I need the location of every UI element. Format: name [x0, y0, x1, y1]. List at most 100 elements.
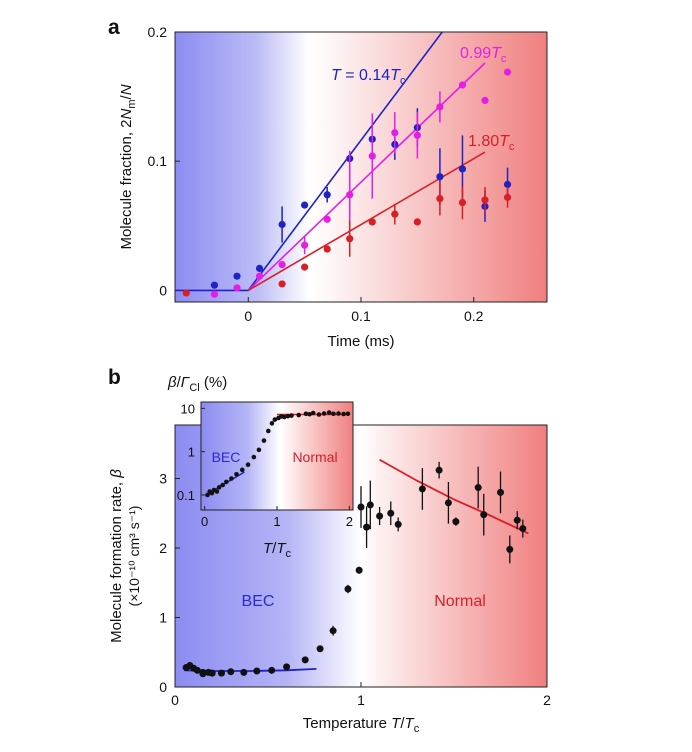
panel-b-data-point	[357, 503, 365, 511]
inset-data-point	[245, 462, 251, 467]
panel-a-y-tick-label: 0.1	[148, 153, 168, 169]
panel-a-x-axis-label: Time (ms)	[328, 333, 395, 350]
panel-b-data-point	[366, 501, 374, 509]
inset-data-point	[345, 411, 351, 417]
inset-region-label-bec: BEC	[212, 449, 241, 465]
inset-y-tick-label: 10	[181, 401, 195, 416]
panel-b-data-point	[329, 627, 337, 635]
inset-data-point	[336, 411, 341, 416]
panel-a-data-point	[210, 290, 219, 298]
panel-b-data-points	[182, 461, 527, 678]
panel-b-axes: 0 1 2 0 1 2 3	[159, 424, 551, 708]
panel-a-data-points	[182, 68, 512, 298]
inset-x-axis-label: T/Tc	[263, 540, 292, 560]
inset-data-point	[224, 479, 229, 485]
panel-a-data-point	[255, 272, 264, 280]
panel-b-data-point	[227, 668, 235, 676]
panel-a-data-point	[278, 220, 286, 229]
panel-a-data-point	[391, 210, 399, 218]
inset-data-point	[214, 489, 220, 494]
inset-data-point	[341, 411, 346, 417]
inset-data-points	[205, 410, 351, 498]
panel-a-label: a	[108, 16, 120, 39]
panel-a-data-point	[436, 173, 444, 181]
inset-x-tick-label: 1	[273, 514, 280, 529]
panel-b-x-axis-label: Temperature T/Tc	[303, 715, 420, 735]
inset-data-point	[205, 492, 210, 498]
panel-a-axes: 0 0.1 0.2 0 0.1 0.2	[148, 24, 548, 324]
inset-region-label-normal: Normal	[292, 449, 337, 465]
panel-b-data-point	[253, 667, 261, 675]
panel-b-data-point	[376, 512, 384, 520]
inset-x-tick-label: 2	[346, 514, 353, 529]
panel-b-data-point	[363, 523, 371, 531]
inset-data-point	[239, 467, 245, 473]
panel-a-series-label-1: 0.99Tc	[460, 45, 507, 65]
panel-b-y-tick-label: 0	[159, 679, 167, 695]
inset-data-point	[331, 411, 336, 417]
inset-data-point	[234, 472, 239, 477]
panel-a-data-point	[391, 129, 399, 137]
panel-a-data-point	[368, 218, 376, 226]
panel-a-data-point	[346, 235, 354, 243]
panel-b-data-point	[444, 499, 452, 507]
panel-a-y-tick-label: 0	[159, 282, 167, 298]
panel-b-y-axis-label: Molecule formation rate, β	[108, 469, 125, 643]
panel-b-data-point	[240, 668, 248, 676]
panel-a-data-point	[481, 96, 489, 105]
inset-x-tick-label: 0	[201, 514, 208, 529]
panel-b-x-tick-label: 2	[543, 692, 551, 708]
inset-data-point	[266, 428, 271, 434]
panel-b-x-tick-label: 1	[357, 692, 365, 708]
panel-a-series-label-0: T = 0.14Tc	[331, 67, 406, 87]
panel-b: b 0 1 2 0 1 2 3 BEC Normal Temperature T/Tc Mo…	[108, 366, 551, 735]
inset-data-point	[316, 412, 322, 417]
panel-b-data-point	[268, 666, 276, 674]
panel-b-data-point	[355, 566, 363, 574]
panel-a-data-point	[301, 241, 309, 249]
panel-b-data-point	[199, 670, 207, 678]
panel-b-label: b	[108, 366, 121, 389]
panel-a-fit-line-1	[247, 62, 486, 291]
panel-a-data-point	[323, 215, 331, 223]
panel-b-data-point	[301, 656, 309, 664]
panel-a-data-point	[458, 165, 467, 173]
inset-data-point	[281, 414, 287, 420]
panel-b-data-point	[506, 545, 514, 553]
inset-data-point	[272, 417, 278, 422]
panel-a-data-point	[255, 264, 264, 273]
panel-b-x-tick-label: 0	[171, 692, 179, 708]
panel-a-data-point	[368, 152, 376, 160]
inset-data-point	[326, 410, 332, 415]
panel-b-inset: 0 1 2 0.1 1 10 BEC Normal T/Tc β/ΓCl (%)	[167, 374, 354, 560]
panel-b-y-tick-label: 3	[159, 471, 167, 487]
inset-data-point	[303, 411, 309, 417]
panel-a-y-tick-label: 0.2	[148, 24, 168, 40]
inset-data-point	[321, 411, 327, 416]
inset-data-point	[261, 438, 267, 443]
panel-b-y-axis-units: (×10⁻¹⁰ cm³ s⁻¹)	[126, 506, 142, 607]
panel-a-data-point	[278, 280, 286, 288]
panel-a-series-labels: T = 0.14Tc 0.99Tc 1.80Tc	[331, 45, 515, 153]
panel-b-y-tick-label: 1	[159, 610, 167, 626]
panel-a-y-axis-label: Molecule fraction, 2Nm/N	[118, 84, 138, 249]
panel-b-data-point	[387, 509, 395, 517]
panel-b-data-point	[218, 669, 225, 677]
panel-a-data-point	[323, 245, 331, 253]
inset-data-point	[289, 413, 294, 418]
panel-a-data-point	[323, 191, 331, 199]
panel-a-plot-background	[175, 32, 547, 302]
panel-a-fit-lines	[175, 32, 486, 292]
panel-b-data-point	[344, 585, 352, 593]
panel-b-y-tick-label: 2	[159, 540, 167, 556]
panel-a-data-point	[503, 68, 512, 76]
panel-a-data-point	[278, 260, 286, 269]
panel-a-x-tick-label: 0	[244, 308, 252, 324]
panel-b-region-label-normal: Normal	[434, 593, 486, 610]
inset-data-point	[216, 485, 222, 490]
inset-data-point	[296, 412, 302, 418]
panel-a-data-point	[301, 201, 309, 209]
panel-a-data-point	[413, 131, 421, 139]
panel-b-data-point	[283, 663, 291, 671]
